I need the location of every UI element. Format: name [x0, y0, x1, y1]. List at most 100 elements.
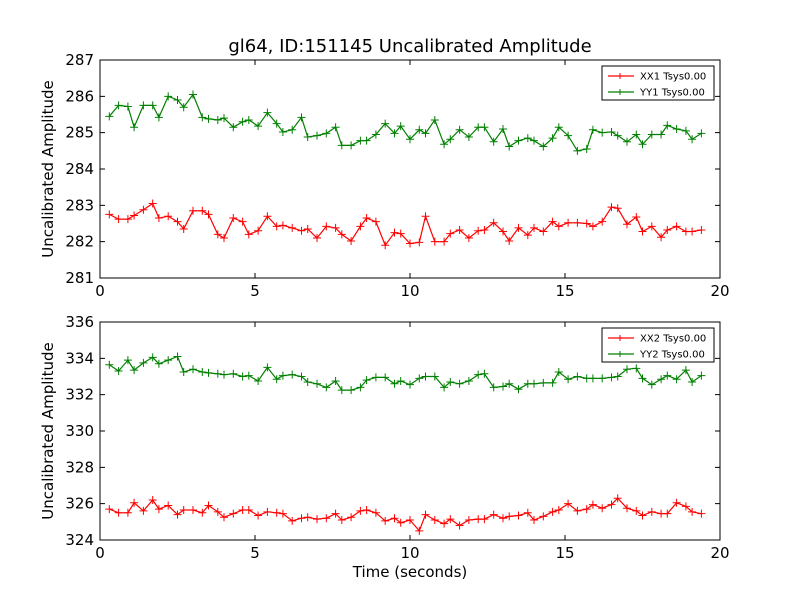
data-point	[554, 506, 563, 515]
data-point	[313, 379, 321, 388]
data-point	[263, 108, 272, 117]
data-point	[238, 117, 247, 126]
data-point	[613, 494, 622, 503]
data-point	[464, 234, 473, 243]
data-point	[539, 378, 548, 387]
data-point	[499, 227, 507, 236]
data-point	[123, 215, 132, 224]
data-point	[573, 506, 582, 515]
data-point	[480, 123, 489, 132]
data-point	[303, 513, 312, 522]
x-tick-label: 5	[250, 282, 260, 300]
data-point	[505, 236, 514, 245]
data-point	[415, 374, 424, 383]
data-point	[697, 129, 706, 138]
data-point	[244, 506, 253, 515]
data-point	[322, 129, 331, 138]
y-tick-label: 326	[65, 495, 94, 513]
data-point	[123, 102, 132, 111]
data-point	[173, 95, 182, 104]
data-point	[455, 226, 464, 235]
y-tick-label: 332	[65, 386, 94, 404]
data-point	[278, 221, 287, 230]
data-point	[254, 122, 263, 131]
data-point	[297, 514, 306, 523]
data-point	[564, 218, 573, 227]
data-point	[164, 92, 173, 101]
data-point	[220, 513, 228, 522]
y-tick-label: 282	[65, 233, 94, 251]
x-tick-label: 0	[95, 544, 105, 562]
data-point	[148, 101, 157, 110]
series-line-1-1	[109, 202, 702, 247]
y-tick-label: 287	[65, 51, 94, 69]
data-point	[607, 373, 616, 382]
data-point	[114, 101, 123, 110]
data-point	[632, 130, 641, 139]
data-point	[672, 498, 681, 507]
y-tick-label: 285	[65, 124, 94, 142]
legend-box	[601, 65, 715, 101]
data-point	[371, 508, 380, 517]
data-point	[440, 383, 449, 392]
data-point	[288, 125, 297, 134]
data-point	[313, 234, 321, 243]
data-point	[272, 508, 281, 517]
data-point	[220, 114, 228, 123]
data-point	[362, 376, 371, 385]
data-point	[371, 217, 380, 226]
data-point	[213, 230, 222, 239]
data-point	[623, 220, 631, 229]
y-axis-label: Uncalibrated Amplitude	[39, 342, 57, 519]
data-point	[303, 224, 312, 233]
data-point	[588, 500, 597, 509]
data-point	[530, 136, 538, 145]
data-point	[489, 510, 498, 519]
data-point	[613, 131, 622, 140]
data-point	[313, 131, 321, 140]
data-point	[213, 507, 222, 516]
data-point	[607, 500, 616, 509]
data-point	[254, 377, 263, 386]
data-point	[204, 114, 213, 123]
x-tick-label: 20	[710, 544, 729, 562]
data-point	[564, 375, 573, 384]
data-point	[539, 142, 548, 151]
data-point	[573, 372, 582, 381]
data-point	[430, 516, 439, 525]
data-point	[554, 367, 563, 376]
data-point	[381, 373, 390, 382]
data-point	[297, 372, 306, 381]
data-point	[331, 377, 340, 386]
data-point	[362, 136, 371, 145]
data-point	[697, 371, 706, 380]
y-tick-label: 283	[65, 196, 94, 214]
data-point	[238, 217, 247, 226]
data-point	[688, 135, 697, 144]
data-point	[663, 121, 672, 130]
y-tick-label: 330	[65, 422, 94, 440]
data-point	[322, 222, 331, 231]
data-point	[421, 212, 430, 221]
data-point	[430, 372, 439, 381]
data-point	[337, 141, 346, 150]
data-point	[381, 119, 390, 128]
data-point	[464, 377, 473, 386]
data-point	[297, 226, 306, 235]
data-point	[263, 363, 272, 372]
plot-panel-1: 0 5 10 15 20 281 282 283 284 285 286 287 Uncalibrate…	[39, 51, 730, 300]
data-point	[672, 375, 681, 384]
data-point	[688, 227, 697, 236]
data-point	[499, 382, 507, 391]
data-point	[598, 217, 607, 226]
x-axis-label: Time (seconds)	[352, 563, 468, 581]
data-point	[263, 212, 272, 221]
data-point	[446, 377, 455, 386]
data-point	[455, 379, 464, 388]
data-point	[303, 377, 312, 386]
data-point	[588, 374, 597, 383]
x-tick-label: 5	[250, 544, 260, 562]
data-point	[681, 502, 690, 511]
data-point	[464, 133, 473, 142]
data-point	[220, 234, 228, 243]
